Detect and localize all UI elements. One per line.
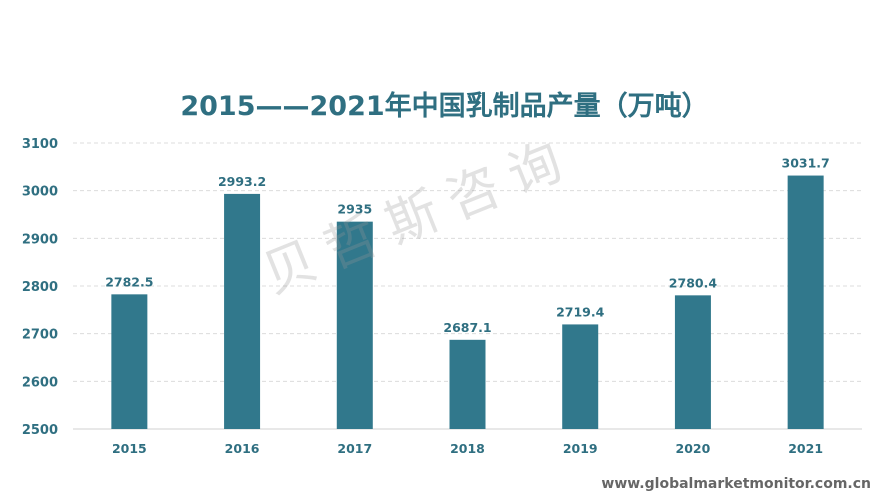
x-tick-label: 2020 [676,441,711,456]
x-tick-label: 2019 [563,441,598,456]
data-label: 2719.4 [556,304,605,319]
data-label: 2780.4 [669,275,718,290]
x-tick-label: 2018 [450,441,485,456]
x-tick-label: 2015 [112,441,147,456]
bar-2020 [674,295,711,429]
data-label: 2993.2 [218,174,266,189]
bar-2019 [562,324,599,429]
y-tick-label: 3100 [22,137,58,152]
y-tick-label: 2900 [22,232,58,247]
data-label: 2687.1 [443,320,491,335]
source-url: www.globalmarketmonitor.com.cn [601,476,871,492]
bar-2015 [111,294,148,429]
data-label: 2782.5 [105,274,153,289]
y-tick-label: 2700 [22,328,58,343]
bar-2017 [336,221,373,429]
bar-2021 [787,175,824,429]
data-label: 3031.7 [782,156,830,171]
bar-2018 [449,339,486,429]
y-tick-label: 2600 [22,375,58,390]
y-tick-label: 3000 [22,185,58,200]
data-label: 2935 [337,202,372,217]
y-tick-label: 2800 [22,280,58,295]
x-tick-label: 2017 [337,441,372,456]
x-tick-label: 2021 [788,441,823,456]
x-tick-label: 2016 [225,441,260,456]
chart-title: 2015——2021年中国乳制品产量（万吨） [180,91,709,122]
bar-2016 [224,193,261,429]
y-tick-label: 2500 [22,423,58,438]
